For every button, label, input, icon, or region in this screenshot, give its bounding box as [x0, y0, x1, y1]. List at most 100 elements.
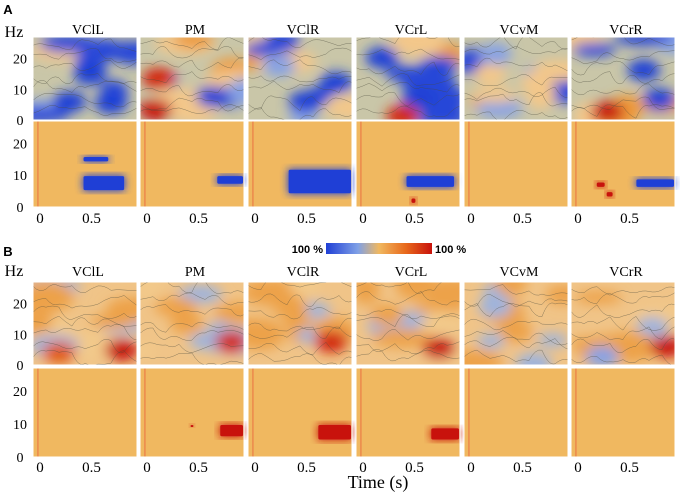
contour-line — [356, 48, 460, 60]
sig-blob-core — [83, 176, 125, 191]
sig-map-frame — [247, 367, 353, 458]
tf-map — [464, 282, 568, 365]
x-tick-label: 0 — [574, 211, 582, 227]
contour-line — [140, 327, 244, 341]
tf-hotspot — [314, 330, 348, 353]
tf-hotspot — [140, 99, 173, 120]
sig-blob-core — [220, 425, 243, 437]
x-tick-label: 0.5 — [405, 211, 424, 227]
channel-label: VClR — [287, 265, 320, 280]
contour-line — [140, 304, 244, 317]
tf-hotspot — [196, 85, 230, 108]
contour-line — [248, 80, 352, 94]
sig-blob — [405, 175, 456, 188]
contour-line — [571, 338, 675, 353]
contour-line — [356, 105, 460, 117]
sig-blob — [82, 175, 126, 192]
sig-map — [571, 368, 675, 457]
contour-line — [464, 318, 568, 331]
tf-hotspot — [370, 304, 404, 326]
sig-map — [356, 121, 460, 207]
x-tick-label: 0 — [574, 460, 582, 476]
contour-line — [464, 57, 568, 72]
tf-blob — [39, 37, 100, 53]
y-tick-label: 20 — [13, 53, 27, 68]
tf-hotspot — [499, 321, 533, 343]
tf-blob — [372, 328, 433, 348]
sig-map — [464, 368, 568, 457]
sig-blob-core — [217, 176, 243, 184]
y-tick-label: 0 — [17, 359, 24, 374]
x-tick-label: 0.5 — [297, 211, 316, 227]
tf-blob — [227, 78, 244, 106]
tf-blob — [515, 352, 552, 365]
contour-line — [356, 91, 460, 107]
x-tick-label: 0 — [359, 211, 367, 227]
contour-line — [140, 292, 244, 306]
contour-line — [33, 350, 137, 365]
tf-blob — [474, 62, 507, 86]
sig-blob-core — [190, 425, 194, 428]
colorbar-low-label: 100 % — [292, 244, 323, 256]
contour-line — [248, 341, 352, 355]
sig-map — [33, 368, 137, 457]
sig-blob — [410, 197, 417, 204]
tf-blob — [140, 342, 157, 360]
contour-line — [33, 38, 137, 52]
contour-line — [140, 352, 244, 365]
tf-map-frame — [463, 281, 569, 366]
tf-map — [464, 37, 568, 120]
contour-line — [464, 110, 568, 120]
contour-line — [248, 75, 352, 83]
tf-blob — [425, 282, 460, 308]
tf-blob — [33, 282, 74, 313]
sig-map-frame — [139, 367, 245, 458]
sig-blob-core — [83, 157, 109, 162]
tf-blob — [614, 37, 673, 46]
contour-line — [140, 97, 244, 112]
contour-line — [140, 104, 244, 114]
x-tick-label: 0 — [251, 211, 259, 227]
y-unit-label: Hz — [5, 263, 24, 280]
x-tick-label: 0 — [467, 460, 475, 476]
contour-line — [356, 61, 460, 76]
tf-hotspot — [422, 337, 456, 360]
tf-map-frame — [32, 36, 138, 121]
contour-line — [571, 50, 675, 65]
sig-map — [464, 121, 568, 207]
tf-hotspot — [585, 345, 619, 365]
x-tick-label: 0 — [251, 460, 259, 476]
sig-map-frame — [570, 120, 676, 208]
sig-map-frame — [355, 367, 461, 458]
tf-blob — [471, 87, 517, 104]
tf-map-frame — [463, 36, 569, 121]
tf-hotspot — [170, 312, 204, 335]
contour-line — [140, 321, 244, 333]
contour-line — [33, 284, 137, 294]
tf-map-frame — [247, 281, 353, 366]
tf-blob — [154, 297, 198, 317]
contour-line — [571, 71, 675, 85]
contour-line — [248, 352, 352, 365]
tf-hotspot — [365, 46, 399, 69]
tf-map — [33, 282, 137, 365]
sig-blob-core — [596, 182, 605, 187]
tf-hotspot — [142, 67, 176, 90]
sig-blob — [82, 156, 110, 163]
sig-map — [248, 368, 352, 457]
sig-blob-core — [288, 169, 351, 194]
sig-blob-core — [411, 198, 416, 203]
tf-hotspot — [288, 90, 322, 113]
sig-blob — [219, 424, 244, 438]
sig-blob — [189, 424, 195, 428]
sig-blob — [430, 427, 460, 441]
contour-line — [356, 329, 460, 341]
contour-line — [33, 93, 137, 108]
tf-blob — [214, 302, 244, 324]
tf-blob — [289, 282, 320, 297]
tf-map — [356, 37, 460, 120]
colorbar-high-label: 100 % — [435, 244, 466, 256]
tf-blob — [385, 65, 425, 82]
contour-line — [464, 330, 568, 346]
